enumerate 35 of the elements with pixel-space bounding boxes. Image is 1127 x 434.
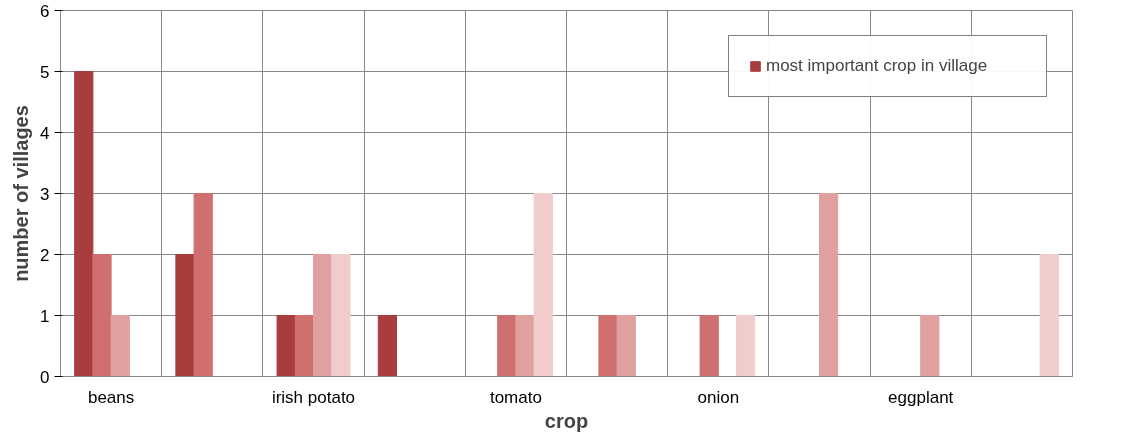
- x-tick-label: irish potato: [271, 387, 356, 407]
- bar: [193, 193, 213, 377]
- y-tick-label: 3: [40, 184, 50, 204]
- bar: [533, 193, 553, 377]
- x-tick-label: onion: [697, 387, 740, 407]
- bar: [377, 315, 397, 377]
- y-axis-title: number of villages: [10, 105, 33, 282]
- bar: [294, 315, 314, 377]
- y-tick-label: 1: [40, 306, 50, 326]
- bar: [616, 315, 636, 377]
- x-tick-label: tomato: [489, 387, 542, 407]
- bar: [92, 254, 112, 377]
- bar: [331, 254, 351, 377]
- y-tick-label: 5: [40, 62, 50, 82]
- bar: [110, 315, 130, 377]
- y-tick-label: 0: [40, 367, 50, 387]
- x-tick-label: eggplant: [888, 387, 954, 407]
- bar: [1039, 254, 1059, 377]
- x-tick-label: beans: [87, 387, 135, 407]
- bar: [736, 315, 756, 377]
- x-axis-title: crop: [544, 409, 589, 432]
- bar: [515, 315, 535, 377]
- bar: [276, 315, 296, 377]
- legend-label: most important crop in village: [766, 56, 989, 76]
- bar: [819, 193, 839, 377]
- bar: [313, 254, 333, 377]
- bar: [175, 254, 195, 377]
- bar: [920, 315, 940, 377]
- y-tick-label: 6: [40, 1, 50, 21]
- bar: [699, 315, 719, 377]
- y-tick-label: 2: [40, 245, 50, 265]
- bar: [598, 315, 618, 377]
- bar: [74, 71, 94, 377]
- y-tick-label: 4: [40, 123, 50, 143]
- bar: [497, 315, 517, 377]
